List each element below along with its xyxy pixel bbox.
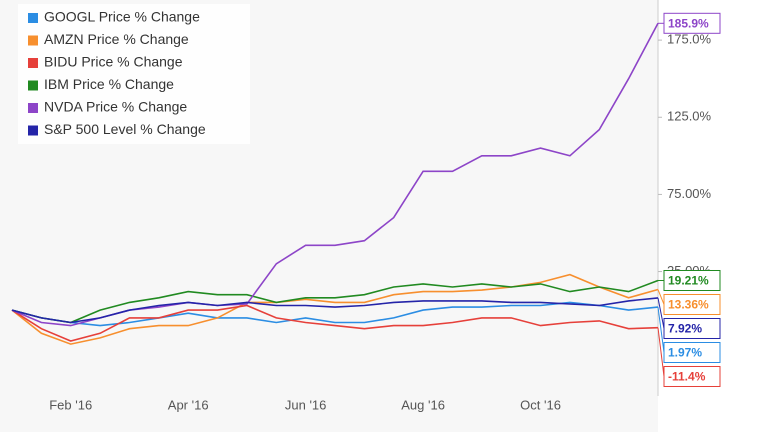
end-label-box [663, 341, 721, 363]
end-label: 13.36% [668, 298, 709, 312]
label-connector [657, 289, 665, 305]
end-label: 7.92% [668, 322, 702, 336]
label-connector [657, 327, 665, 377]
x-tick-label: Jun '16 [285, 397, 327, 412]
legend-swatch [28, 13, 38, 23]
legend-background [18, 4, 250, 144]
x-tick-label: Aug '16 [401, 397, 445, 412]
end-label: -11.4% [668, 370, 706, 384]
end-label: 19.21% [668, 274, 709, 288]
end-label-box [663, 365, 721, 387]
series-line [11, 273, 659, 345]
legend-label: AMZN Price % Change [44, 31, 189, 47]
legend-label: BIDU Price % Change [44, 54, 183, 70]
legend-swatch [28, 58, 38, 68]
legend-swatch [28, 80, 38, 91]
x-tick-label: Apr '16 [168, 397, 209, 412]
legend-swatch [28, 35, 38, 46]
legend-label: NVDA Price % Change [44, 99, 187, 115]
legend-label: S&P 500 Level % Change [44, 121, 206, 137]
y-tick-label: 75.00% [667, 186, 712, 201]
label-connector [657, 297, 665, 329]
legend-label: IBM Price % Change [44, 76, 174, 92]
end-label: 185.9% [668, 16, 709, 30]
legend: GOOGL Price % Change AMZN Price % Change B… [18, 4, 250, 144]
end-label-box [663, 317, 721, 339]
legend-swatch [28, 103, 38, 113]
end-label-box [663, 12, 721, 34]
end-label: 1.97% [668, 346, 702, 360]
y-tick-label: 175.0% [667, 32, 712, 47]
y-tick-label: 125.0% [667, 109, 712, 124]
series-line [11, 304, 659, 342]
end-label-box [663, 269, 721, 291]
label-connector [657, 307, 665, 353]
series-line [11, 279, 659, 324]
x-tick-label: Oct '16 [520, 397, 561, 412]
series-line [11, 297, 659, 324]
legend-swatch [28, 125, 38, 136]
x-tick-label: Feb '16 [49, 397, 92, 412]
end-label-box [663, 293, 721, 315]
legend-label: GOOGL Price % Change [44, 9, 200, 25]
